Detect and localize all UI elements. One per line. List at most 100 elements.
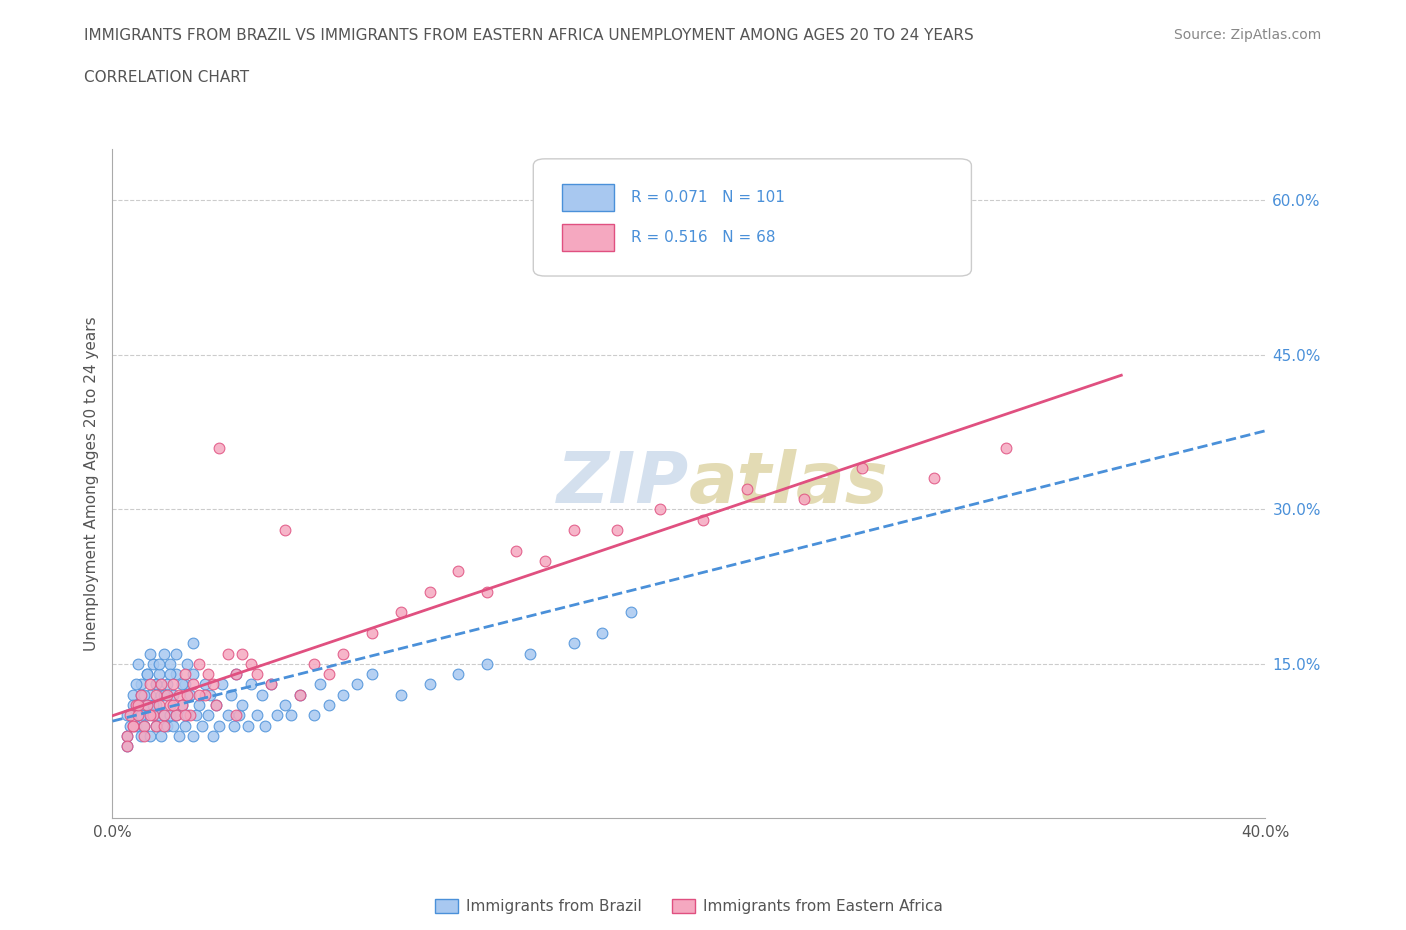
FancyBboxPatch shape: [562, 184, 614, 211]
Point: [156, 718, 179, 733]
Point: [118, 718, 141, 733]
Point: [533, 553, 555, 568]
Point: [115, 728, 138, 743]
Point: [136, 667, 159, 682]
Point: [115, 738, 138, 753]
Point: [205, 698, 228, 712]
Point: [236, 718, 259, 733]
Point: [129, 677, 153, 692]
Point: [145, 718, 167, 733]
Point: [194, 677, 217, 692]
Point: [260, 677, 283, 692]
Point: [150, 687, 173, 702]
Point: [153, 718, 176, 733]
Point: [162, 698, 184, 712]
Point: [167, 687, 190, 702]
Point: [225, 667, 247, 682]
Point: [208, 440, 231, 455]
Point: [139, 646, 162, 661]
Point: [159, 667, 181, 682]
Point: [173, 667, 195, 682]
Point: [562, 636, 585, 651]
Point: [181, 667, 204, 682]
Point: [127, 698, 149, 712]
Point: [280, 708, 302, 723]
Point: [121, 718, 143, 733]
Point: [606, 523, 628, 538]
Point: [115, 708, 138, 723]
Point: [254, 718, 277, 733]
Point: [389, 604, 412, 619]
Y-axis label: Unemployment Among Ages 20 to 24 years: Unemployment Among Ages 20 to 24 years: [83, 316, 98, 651]
Point: [139, 708, 162, 723]
Text: atlas: atlas: [689, 449, 889, 518]
Point: [124, 718, 146, 733]
Point: [475, 657, 498, 671]
Point: [309, 677, 332, 692]
Text: R = 0.516   N = 68: R = 0.516 N = 68: [631, 231, 776, 246]
Point: [136, 667, 159, 682]
Point: [176, 687, 198, 702]
Point: [197, 667, 219, 682]
Point: [389, 687, 412, 702]
Point: [115, 738, 138, 753]
Point: [562, 523, 585, 538]
Point: [922, 471, 945, 485]
Point: [205, 698, 228, 712]
Point: [217, 708, 239, 723]
Point: [167, 728, 190, 743]
Point: [170, 677, 193, 692]
Point: [721, 255, 744, 270]
Point: [288, 687, 311, 702]
Point: [173, 718, 195, 733]
Point: [139, 687, 162, 702]
Point: [995, 440, 1018, 455]
Point: [145, 677, 167, 692]
Point: [162, 718, 184, 733]
Point: [225, 667, 247, 682]
Point: [225, 708, 247, 723]
Point: [145, 698, 167, 712]
Point: [134, 687, 156, 702]
Point: [181, 636, 204, 651]
Point: [153, 687, 176, 702]
Point: [129, 728, 153, 743]
Point: [245, 708, 267, 723]
Point: [188, 687, 211, 702]
Point: [165, 667, 187, 682]
Point: [304, 657, 326, 671]
Point: [134, 728, 156, 743]
Point: [139, 728, 162, 743]
Point: [239, 677, 262, 692]
Point: [127, 708, 149, 723]
Point: [447, 564, 470, 578]
Point: [266, 708, 288, 723]
Point: [136, 698, 159, 712]
Point: [165, 646, 187, 661]
Point: [134, 718, 156, 733]
Point: [360, 667, 382, 682]
Point: [148, 657, 170, 671]
Point: [142, 708, 165, 723]
Point: [129, 687, 153, 702]
Text: Source: ZipAtlas.com: Source: ZipAtlas.com: [1174, 28, 1322, 42]
Point: [475, 584, 498, 599]
Point: [124, 698, 146, 712]
Point: [156, 677, 179, 692]
Point: [202, 677, 225, 692]
Point: [165, 708, 187, 723]
Point: [245, 667, 267, 682]
Point: [159, 698, 181, 712]
Point: [288, 687, 311, 702]
Point: [165, 708, 187, 723]
Point: [228, 708, 250, 723]
Point: [505, 543, 527, 558]
Point: [162, 687, 184, 702]
Text: IMMIGRANTS FROM BRAZIL VS IMMIGRANTS FROM EASTERN AFRICA UNEMPLOYMENT AMONG AGES: IMMIGRANTS FROM BRAZIL VS IMMIGRANTS FRO…: [84, 28, 974, 43]
Point: [145, 718, 167, 733]
Point: [692, 512, 714, 527]
Point: [176, 657, 198, 671]
Point: [219, 687, 242, 702]
Point: [142, 708, 165, 723]
Point: [200, 687, 222, 702]
